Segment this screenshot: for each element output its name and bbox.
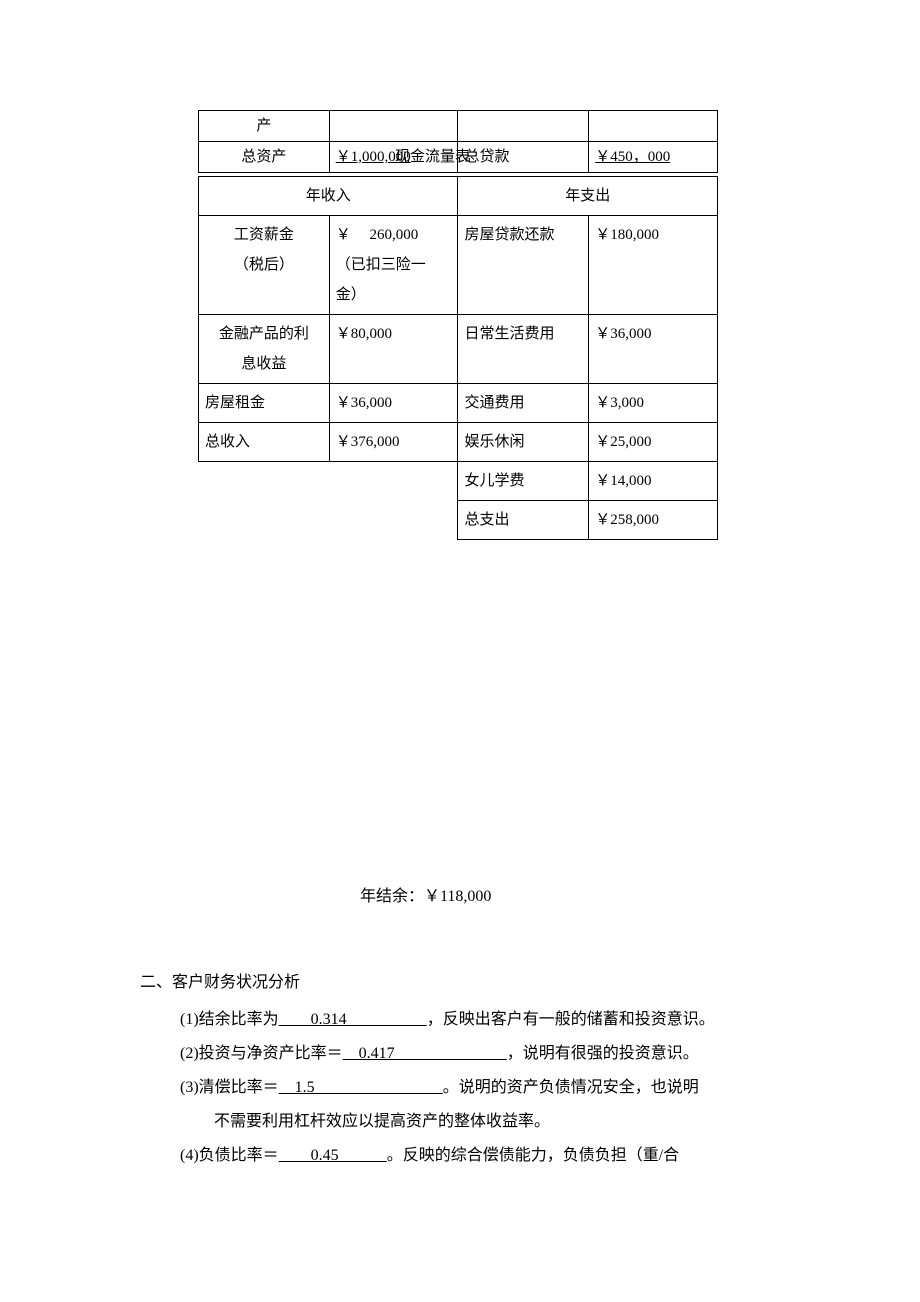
cell-leisure-label: 娱乐休闲 bbox=[458, 423, 589, 462]
blank-value: 0.314 bbox=[279, 1003, 427, 1037]
analysis-item-2: (2)投资与净资产比率＝ 0.417 ，说明有很强的投资意识。 bbox=[180, 1037, 780, 1071]
table-row: 产 bbox=[199, 111, 718, 142]
cell-empty bbox=[199, 462, 330, 501]
cell-text: 息收益 bbox=[241, 356, 286, 372]
analysis-list: (1)结余比率为 0.314 ，反映出客户有一般的储蓄和投资意识。 (2)投资与… bbox=[180, 1003, 780, 1173]
text: 。反映的综合偿债能力，负债负担（重/合 bbox=[387, 1147, 679, 1164]
cell-empty bbox=[458, 111, 589, 142]
text: ，反映出客户有一般的储蓄和投资意识。 bbox=[427, 1011, 715, 1028]
cell-text: （已扣三险一 bbox=[336, 257, 426, 273]
text: 不需要利用杠杆效应以提高资产的整体收益率。 bbox=[214, 1113, 550, 1130]
cell-mortgage-label: 房屋贷款还款 bbox=[458, 216, 589, 315]
cell-text: 金） bbox=[336, 287, 366, 303]
table-row: 女儿学费 ￥14,000 bbox=[199, 462, 718, 501]
cashflow-table: 年收入 年支出 工资薪金 （税后） ￥ 260,000 （已扣三险一 金） 房屋… bbox=[198, 176, 718, 540]
text: (3)清偿比率＝ bbox=[180, 1079, 279, 1096]
cell-total-assets-label: 总资产 bbox=[199, 142, 330, 173]
cashflow-title: 现金流量表 bbox=[395, 145, 470, 166]
text: (1)结余比率为 bbox=[180, 1011, 279, 1028]
table-row: 金融产品的利 息收益 ￥80,000 日常生活费用 ￥36,000 bbox=[199, 315, 718, 384]
cell-total-loan-label: 总贷款 bbox=[458, 142, 589, 173]
cell-total-income-value: ￥376,000 bbox=[329, 423, 458, 462]
cell-rent-label: 房屋租金 bbox=[199, 384, 330, 423]
section-2-title: 二、客户财务状况分析 bbox=[140, 968, 300, 992]
cell-living-label: 日常生活费用 bbox=[458, 315, 589, 384]
table-row: 工资薪金 （税后） ￥ 260,000 （已扣三险一 金） 房屋贷款还款 ￥18… bbox=[199, 216, 718, 315]
analysis-item-3: (3)清偿比率＝ 1.5 。说明的资产负债情况安全，也说明 bbox=[180, 1071, 780, 1105]
cell-chan: 产 bbox=[199, 111, 330, 142]
table-row: 总收入 ￥376,000 娱乐休闲 ￥25,000 bbox=[199, 423, 718, 462]
analysis-item-4: (4)负债比率＝ 0.45 。反映的综合偿债能力，负债负担（重/合 bbox=[180, 1139, 780, 1173]
cell-text: ￥ 260,000 bbox=[336, 227, 419, 243]
analysis-item-1: (1)结余比率为 0.314 ，反映出客户有一般的储蓄和投资意识。 bbox=[180, 1003, 780, 1037]
cell-living-value: ￥36,000 bbox=[589, 315, 718, 384]
cell-text: 金融产品的利 bbox=[219, 326, 309, 342]
header-income: 年收入 bbox=[199, 177, 458, 216]
cell-salary-value: ￥ 260,000 （已扣三险一 金） bbox=[329, 216, 458, 315]
table-row: 年收入 年支出 bbox=[199, 177, 718, 216]
table-row: 总支出 ￥258,000 bbox=[199, 501, 718, 540]
cell-total-loan-value: ￥450，000 bbox=[589, 142, 718, 173]
cell-empty bbox=[199, 501, 330, 540]
cell-total-expense-value: ￥258,000 bbox=[589, 501, 718, 540]
cell-empty bbox=[329, 462, 458, 501]
blank-value: 0.45 bbox=[279, 1139, 387, 1173]
cell-mortgage-value: ￥180,000 bbox=[589, 216, 718, 315]
cell-text: （税后） bbox=[234, 257, 294, 273]
table-row: 房屋租金 ￥36,000 交通费用 ￥3,000 bbox=[199, 384, 718, 423]
cell-tuition-label: 女儿学费 bbox=[458, 462, 589, 501]
cell-total-expense-label: 总支出 bbox=[458, 501, 589, 540]
cell-tuition-value: ￥14,000 bbox=[589, 462, 718, 501]
text: (4)负债比率＝ bbox=[180, 1147, 279, 1164]
analysis-item-3-cont: 不需要利用杠杆效应以提高资产的整体收益率。 bbox=[180, 1105, 780, 1139]
cell-interest-value: ￥80,000 bbox=[329, 315, 458, 384]
cell-rent-value: ￥36,000 bbox=[329, 384, 458, 423]
cell-leisure-value: ￥25,000 bbox=[589, 423, 718, 462]
cell-transport-label: 交通费用 bbox=[458, 384, 589, 423]
blank-value: 1.5 bbox=[279, 1071, 443, 1105]
cell-empty bbox=[329, 501, 458, 540]
cell-total-income-label: 总收入 bbox=[199, 423, 330, 462]
text: ，说明有很强的投资意识。 bbox=[507, 1045, 699, 1062]
cell-empty bbox=[329, 111, 458, 142]
cell-salary-label: 工资薪金 （税后） bbox=[199, 216, 330, 315]
cell-interest-label: 金融产品的利 息收益 bbox=[199, 315, 330, 384]
cell-empty bbox=[589, 111, 718, 142]
cell-text: 工资薪金 bbox=[234, 227, 294, 243]
year-balance: 年结余：￥118,000 bbox=[360, 882, 491, 906]
text: (2)投资与净资产比率＝ bbox=[180, 1045, 343, 1062]
header-expense: 年支出 bbox=[458, 177, 718, 216]
text: 。说明的资产负债情况安全，也说明 bbox=[443, 1079, 699, 1096]
cell-transport-value: ￥3,000 bbox=[589, 384, 718, 423]
blank-value: 0.417 bbox=[343, 1037, 507, 1071]
